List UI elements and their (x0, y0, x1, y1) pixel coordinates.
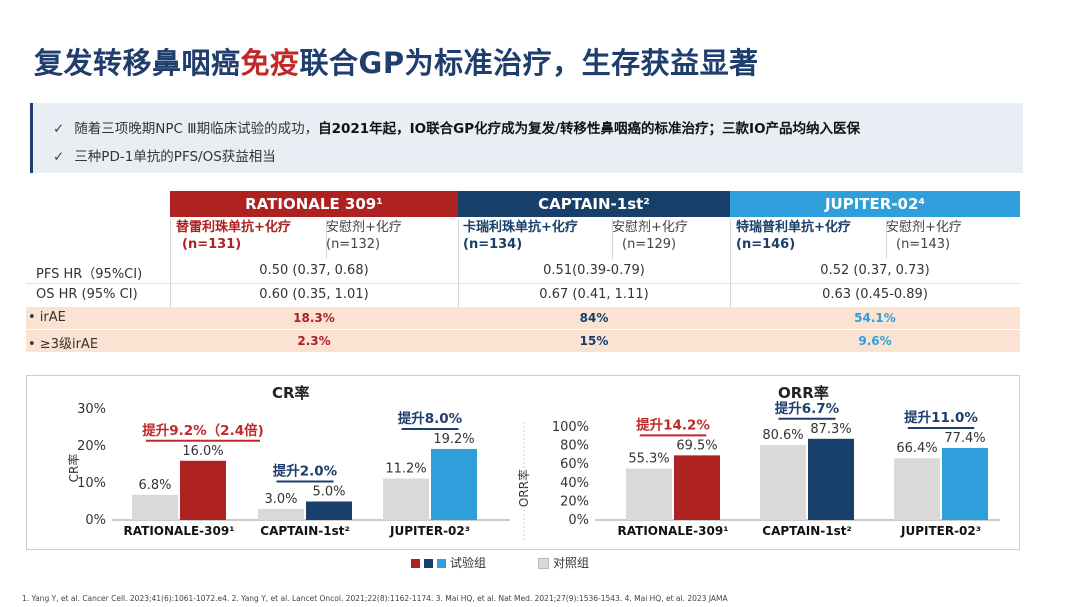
jupiter-ctl-arm: 安慰剂+化疗 (n=143) (886, 220, 962, 252)
bullet-2: ✓ 三种PD-1单抗的PFS/OS获益相当 (53, 149, 276, 165)
header-rationale: RATIONALE 309¹ (170, 191, 458, 217)
table-row-irae: • irAE 18.3% 84% 54.1% (26, 307, 1020, 329)
header-jupiter: JUPITER-02⁴ (730, 191, 1020, 217)
legend-swatch-jupiter (437, 559, 446, 568)
jupiter-trt-arm: 特瑞普利单抗+化疗 (n=146) (736, 220, 851, 252)
table-row-os: OS HR (95% CI) 0.60 (0.35, 1.01) 0.67 (0… (26, 283, 1020, 306)
captain-trt-arm: 卡瑞利珠单抗+化疗 (n=134) (463, 220, 578, 252)
footnote: 1. Yang Y, et al. Cancer Cell. 2023;41(6… (22, 594, 728, 603)
cr-chart-title: CR率 (272, 384, 310, 402)
rationale-ctl-arm: 安慰剂+化疗 (n=132) (326, 220, 402, 252)
legend-trt: 试验组 (411, 554, 486, 571)
check-icon: ✓ (53, 121, 65, 137)
rationale-trt-arm: 替雷利珠单抗+化疗 (n=131) (176, 220, 291, 252)
summary-box: ✓ 随着三项晚期NPC Ⅲ期临床试验的成功，自2021年起，IO联合GP化疗成为复… (30, 103, 1023, 173)
page-title: 复发转移鼻咽癌免疫联合GP为标准治疗，生存获益显著 (34, 46, 759, 80)
title-highlight: 免疫 (240, 46, 300, 80)
table-row-pfs: PFS HR（95%CI) 0.50 (0.37, 0.68) 0.51(0.3… (36, 263, 930, 282)
bullet-1: ✓ 随着三项晚期NPC Ⅲ期临床试验的成功，自2021年起，IO联合GP化疗成为复… (53, 121, 861, 137)
table-row-grade3-irae: • ≥3级irAE 2.3% 15% 9.6% (26, 330, 1020, 352)
legend-swatch-rationale (411, 559, 420, 568)
captain-ctl-arm: 安慰剂+化疗 (n=129) (612, 220, 688, 252)
charts-panel (26, 375, 1020, 550)
orr-chart-title: ORR率 (778, 384, 829, 402)
legend-swatch-captain (424, 559, 433, 568)
header-captain: CAPTAIN-1st² (458, 191, 730, 217)
legend-swatch-control (538, 558, 549, 569)
check-icon: ✓ (53, 149, 65, 165)
legend-ctl: 对照组 (538, 554, 589, 571)
